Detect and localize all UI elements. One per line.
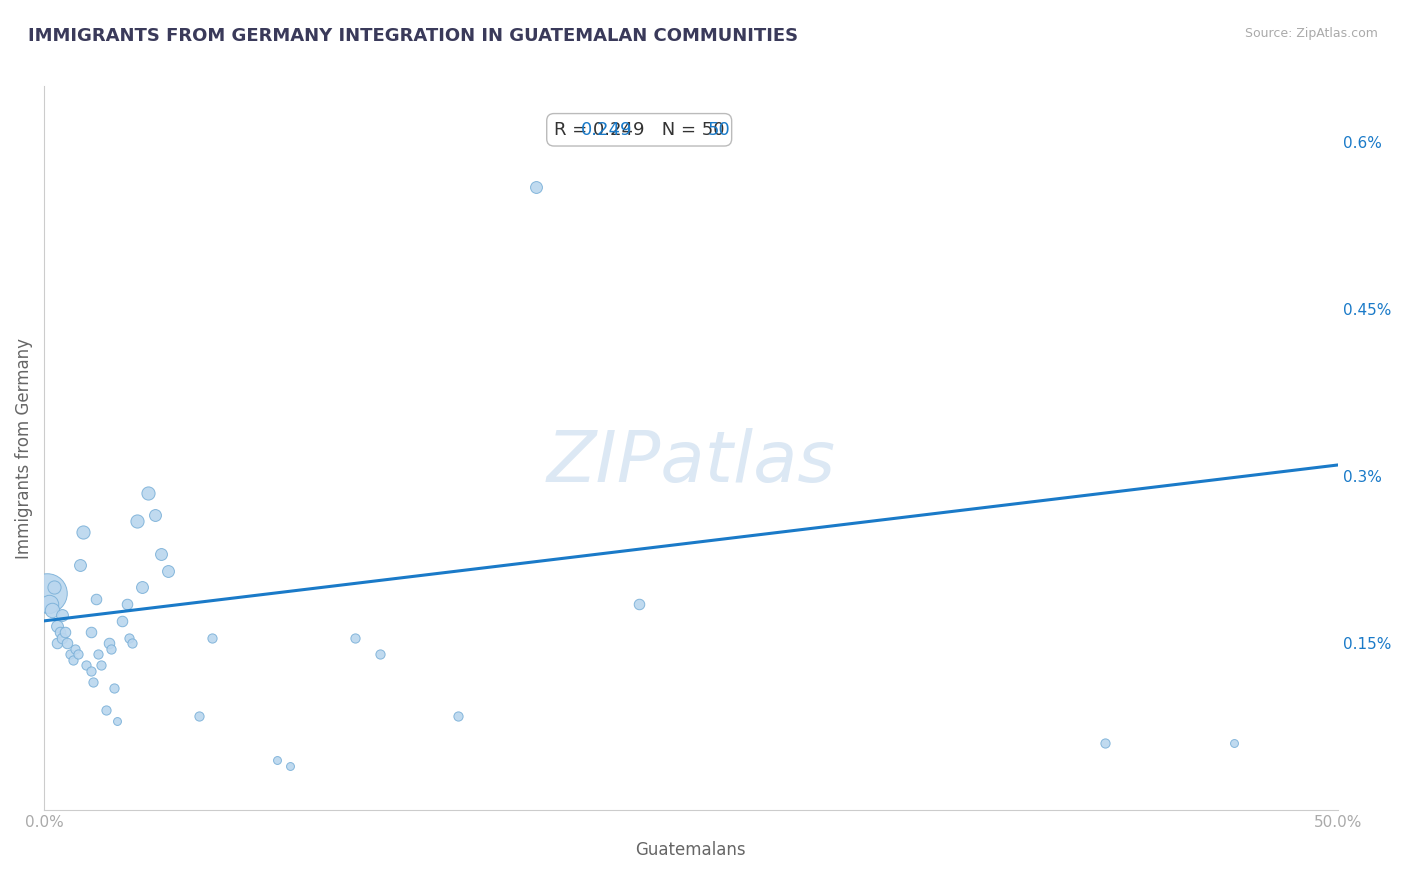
Point [1223,736,1246,750]
Point [79,664,101,678]
Point [87,648,110,662]
Point [84,591,107,606]
Text: 50: 50 [709,120,731,139]
Point [115,597,138,611]
Point [96,703,118,717]
Point [90,658,112,673]
Point [628,597,651,611]
X-axis label: Guatemalans: Guatemalans [636,841,747,859]
Text: ZIPatlas: ZIPatlas [547,428,835,497]
Point [46,636,69,650]
Point [63,641,86,656]
Point [370,648,392,662]
Point [145,508,167,522]
Point [1094,736,1116,750]
Point [278,758,301,772]
Point [51,631,73,645]
Point [136,485,159,500]
Point [127,514,149,528]
Point [447,708,470,723]
Text: 0.249: 0.249 [581,120,633,139]
Point [53,625,76,640]
Point [62,653,84,667]
Point [35,586,58,600]
Point [118,631,141,645]
Point [149,547,172,561]
Point [201,631,224,645]
Point [266,753,288,767]
Point [97,636,120,650]
Point [103,681,125,695]
Point [100,641,122,656]
Point [41,603,63,617]
Point [82,675,104,690]
Point [343,631,366,645]
Y-axis label: Immigrants from Germany: Immigrants from Germany [15,338,32,558]
Point [56,636,79,650]
Text: Source: ZipAtlas.com: Source: ZipAtlas.com [1244,27,1378,40]
Point [75,658,97,673]
Text: IMMIGRANTS FROM GERMANY INTEGRATION IN GUATEMALAN COMMUNITIES: IMMIGRANTS FROM GERMANY INTEGRATION IN G… [28,27,799,45]
Point [38,597,60,611]
Point [69,558,91,573]
Point [48,625,70,640]
Point [131,581,153,595]
Point [188,708,211,723]
Point [111,614,134,628]
Point [66,648,89,662]
Point [79,625,101,640]
Point [157,564,180,578]
Point [72,524,94,539]
Point [105,714,128,728]
Point [51,608,73,623]
Point [524,179,547,194]
Point [121,636,143,650]
Point [46,619,69,633]
Text: R = 0.249   N = 50: R = 0.249 N = 50 [554,120,724,139]
Point [59,648,82,662]
Point [44,581,66,595]
